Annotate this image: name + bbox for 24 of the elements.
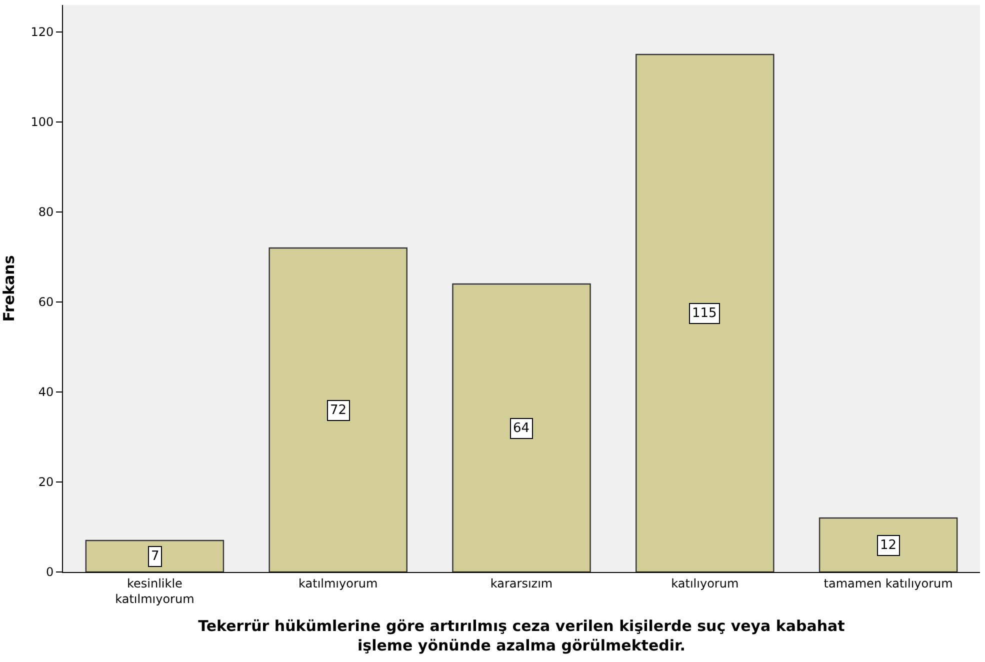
data-label: 72: [330, 403, 347, 418]
y-tick-label: 120: [30, 25, 54, 40]
bar: [636, 54, 774, 572]
x-tick-label: kararsızım: [490, 576, 553, 590]
y-tick-label: 40: [38, 385, 54, 400]
x-tick-label: katılıyorum: [671, 576, 739, 590]
y-tick-label: 60: [38, 295, 54, 310]
data-label: 12: [880, 538, 897, 553]
y-tick-label: 0: [46, 565, 54, 580]
data-label: 115: [692, 306, 717, 321]
bar: [818, 517, 958, 572]
y-tick-label: 20: [38, 475, 54, 490]
data-label: 7: [151, 549, 160, 564]
y-tick-label: 80: [38, 205, 54, 220]
x-tick-label: kesinlikle katılmıyorum: [115, 576, 194, 606]
bar: [452, 283, 591, 572]
x-tick-label: tamamen katılıyorum: [824, 576, 953, 590]
bar: [268, 247, 408, 572]
x-axis-title: Tekerrür hükümlerine göre artırılmış ceza verilen kişilerde suç veya kabahat işleme yönünde azalma görülmektedir.: [198, 617, 845, 654]
y-tick-label: 100: [30, 115, 54, 130]
x-tick-label: katılmıyorum: [298, 576, 378, 590]
data-label: 64: [513, 421, 530, 436]
bar: [85, 540, 224, 572]
y-axis-title: Frekans: [0, 255, 18, 322]
